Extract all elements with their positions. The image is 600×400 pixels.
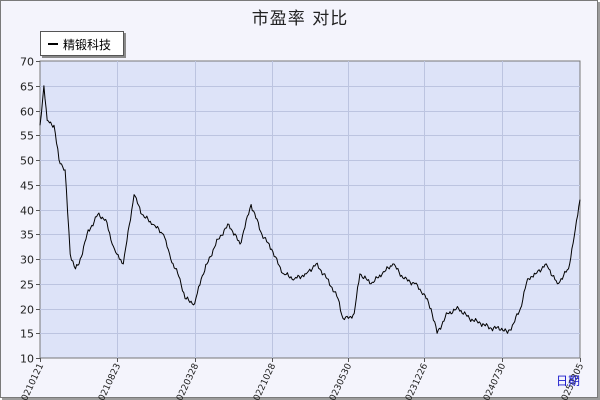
y-axis: 10 15 20 25 30 35 40 45 50 55 60 65 70 — [20, 56, 40, 366]
legend-series-label: 精锻科技 — [63, 38, 112, 52]
y-tick-label: 25 — [20, 279, 34, 292]
legend-swatch — [48, 43, 58, 45]
y-tick-label: 60 — [20, 106, 34, 119]
x-axis: 20210121 20210823 20220328 20221028 20230530… — [18, 358, 586, 400]
x-axis-label: 日期 — [556, 374, 581, 388]
x-tick-label: 20210121 — [18, 362, 46, 400]
y-tick-label: 40 — [20, 205, 34, 218]
series-line-jingduan — [39, 85, 581, 334]
y-tick-label: 50 — [20, 155, 34, 168]
y-tick-label: 65 — [20, 81, 34, 94]
y-tick-label: 35 — [20, 229, 34, 242]
chart-title: 市盈率 对比 — [251, 9, 349, 29]
x-tick-label: 20221028 — [250, 362, 279, 400]
y-tick-label: 45 — [20, 180, 34, 193]
y-tick-label: 30 — [20, 254, 34, 267]
y-tick-label: 20 — [20, 304, 34, 317]
y-tick-label: 15 — [20, 328, 34, 341]
x-tick-label: 20210823 — [95, 362, 123, 400]
y-tick-label: 55 — [20, 130, 34, 143]
chart-legend: 精锻科技 — [40, 31, 124, 56]
x-tick-label: 20240730 — [480, 362, 509, 400]
x-tick-label: 20231226 — [402, 362, 431, 400]
x-tick-label: 20220328 — [173, 362, 202, 400]
x-tick-label: 20230530 — [326, 362, 355, 400]
gridlines — [40, 61, 580, 358]
plot-area — [39, 60, 581, 359]
y-tick-label: 70 — [20, 56, 34, 69]
y-tick-label: 10 — [20, 353, 34, 366]
